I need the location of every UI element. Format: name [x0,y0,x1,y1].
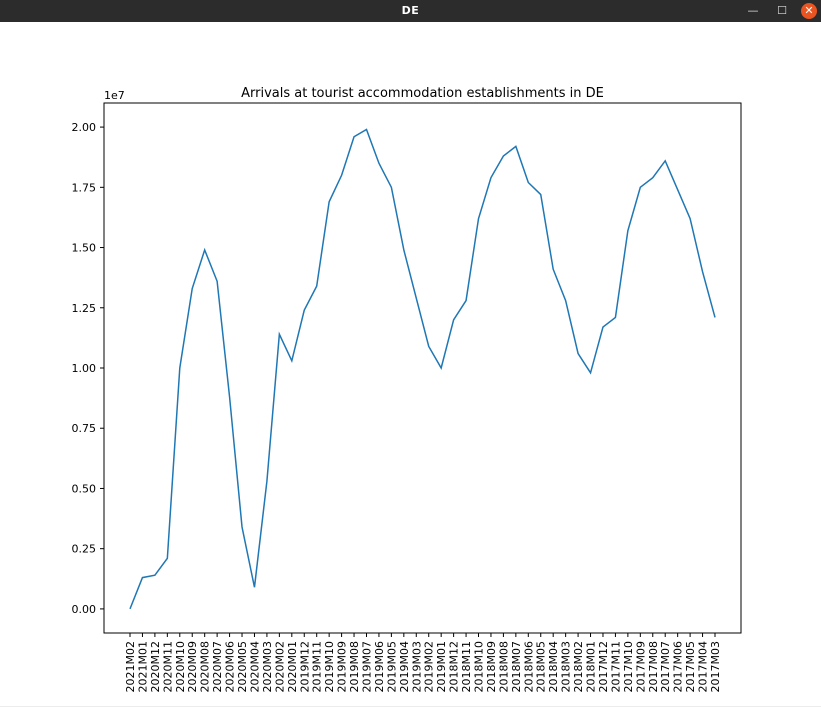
y-tick-label: 1.25 [72,302,97,315]
x-tick-label: 2017M05 [684,641,697,692]
x-tick-label: 2017M03 [709,641,722,692]
x-tick-label: 2018M06 [522,641,535,692]
x-tick-label: 2019M04 [398,641,411,692]
x-tick-label: 2019M06 [373,641,386,692]
x-tick-label: 2019M08 [348,641,361,692]
x-tick-label: 2019M12 [298,641,311,692]
x-tick-label: 2019M01 [435,641,448,692]
x-tick-label: 2017M09 [634,641,647,692]
minimize-icon[interactable]: — [747,4,759,17]
chart-title: Arrivals at tourist accommodation establ… [241,86,604,101]
x-tick-label: 2018M04 [547,641,560,692]
y-tick-label: 1.50 [72,242,97,255]
x-tick-label: 2017M04 [697,641,710,692]
x-tick-label: 2021M02 [124,641,137,692]
x-axis: 2021M02 2021M01 2020M12 2020M11 2020M10 2020M… [124,633,722,692]
x-tick-label: 2020M02 [273,641,286,692]
x-tick-label: 2018M09 [485,641,498,692]
x-tick-label: 2017M10 [622,641,635,692]
x-tick-label: 2017M08 [647,641,660,692]
x-tick-label: 2018M07 [510,641,523,692]
y-axis: 0.00 0.25 0.50 0.75 1.00 1.25 1.50 1.75 2.00 [72,121,104,616]
y-tick-label: 0.00 [72,603,97,616]
x-tick-label: 2018M08 [497,641,510,692]
x-tick-label: 2020M04 [248,641,261,692]
x-tick-label: 2020M10 [174,641,187,692]
line-chart: Arrivals at tourist accommodation establ… [72,86,742,692]
x-tick-label: 2018M10 [473,641,486,692]
y-tick-label: 2.00 [72,121,97,134]
y-tick-label: 0.50 [72,482,97,495]
window-bottom-divider [0,706,821,707]
x-tick-label: 2018M02 [572,641,585,692]
x-tick-label: 2020M01 [286,641,299,692]
x-tick-label: 2020M12 [149,641,162,692]
x-tick-label: 2020M06 [224,641,237,692]
x-tick-label: 2020M11 [161,641,174,692]
y-tick-label: 0.75 [72,422,97,435]
x-tick-label: 2019M11 [311,641,324,692]
x-tick-label: 2020M08 [199,641,212,692]
window-titlebar: DE — ☐ ✕ [0,0,821,22]
y-tick-label: 0.25 [72,543,97,556]
x-tick-label: 2017M11 [609,641,622,692]
x-tick-label: 2020M07 [211,641,224,692]
x-tick-label: 2018M12 [448,641,461,692]
y-axis-offset-label: 1e7 [104,89,125,102]
x-tick-label: 2018M03 [560,641,573,692]
x-tick-label: 2018M01 [585,641,598,692]
x-tick-label: 2019M09 [336,641,349,692]
x-tick-label: 2018M11 [460,641,473,692]
x-tick-label: 2018M05 [535,641,548,692]
x-tick-label: 2020M09 [186,641,199,692]
series-line [129,128,716,610]
x-tick-label: 2020M03 [261,641,274,692]
x-tick-label: 2020M05 [236,641,249,692]
x-tick-label: 2019M05 [385,641,398,692]
close-icon[interactable]: ✕ [801,3,817,19]
x-tick-label: 2019M02 [423,641,436,692]
y-tick-label: 1.75 [72,181,97,194]
x-tick-label: 2021M01 [136,641,149,692]
x-tick-label: 2017M06 [672,641,685,692]
x-tick-label: 2019M07 [360,641,373,692]
window-title: DE [401,4,420,17]
x-tick-label: 2017M07 [659,641,672,692]
x-tick-label: 2017M12 [597,641,610,692]
x-tick-label: 2019M03 [410,641,423,692]
x-tick-label: 2019M10 [323,641,336,692]
maximize-icon[interactable]: ☐ [777,4,787,17]
y-tick-label: 1.00 [72,362,97,375]
